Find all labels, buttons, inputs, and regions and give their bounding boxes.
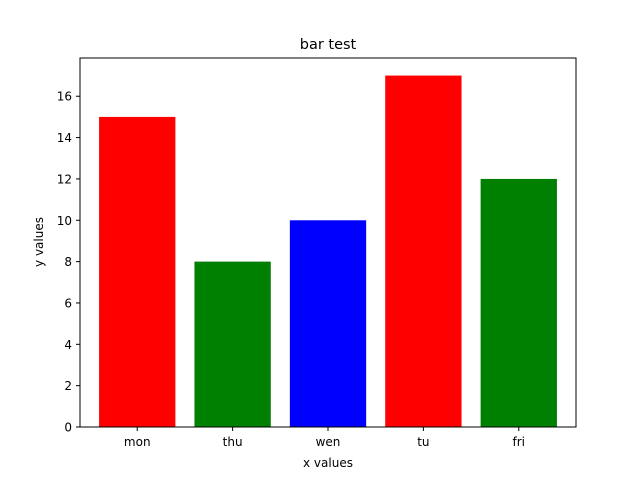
bar-mon [99,116,176,428]
x-tick-label-thu: thu [223,435,243,449]
bar-thu [194,261,271,427]
y-axis-label: y values [32,217,46,267]
y-tick-label-16: 16 [57,90,72,104]
x-tick-label-wen: wen [316,435,341,449]
bar-fri [480,178,557,427]
bars-layer [99,75,557,428]
y-tick-label-0: 0 [64,421,72,435]
bar-wen [289,220,367,427]
y-tick-label-4: 4 [64,338,72,352]
plot-frame [79,57,577,428]
y-ticks: 0 2 4 6 8 10 12 14 16 [57,90,80,435]
x-ticks: mon thu wen tu fri [124,427,525,449]
chart-title: bar test [300,37,357,53]
x-tick-label-fri: fri [513,435,526,449]
y-tick-label-6: 6 [64,296,72,310]
y-tick-label-12: 12 [57,172,72,186]
y-tick-label-14: 14 [57,131,72,145]
y-tick-label-2: 2 [64,379,72,393]
x-tick-label-tu: tu [417,435,429,449]
x-axis-label: x values [303,456,353,470]
y-tick-label-8: 8 [64,255,72,269]
bar-tu [385,75,462,427]
x-tick-label-mon: mon [124,435,151,449]
y-tick-label-10: 10 [57,214,72,228]
